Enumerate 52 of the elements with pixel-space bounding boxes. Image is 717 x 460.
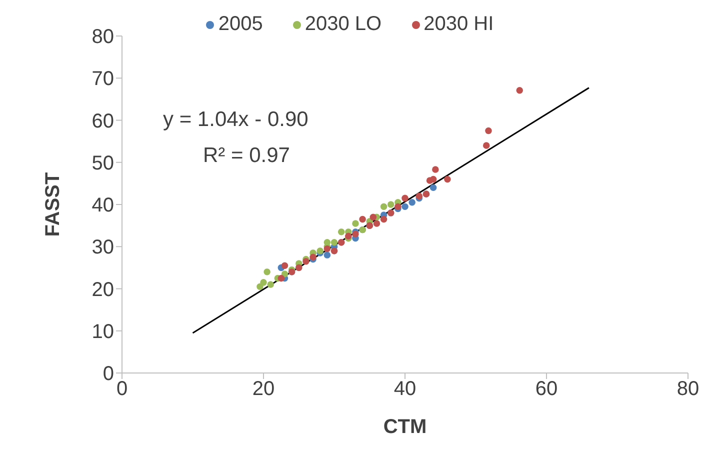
- point: [281, 262, 288, 269]
- point: [380, 216, 388, 223]
- x-tick-label: 40: [394, 378, 416, 400]
- point: [444, 176, 451, 183]
- point: [278, 274, 285, 282]
- point: [430, 184, 437, 192]
- annotation: R² = 0.97: [203, 144, 290, 168]
- y-tick-label: 60: [92, 110, 114, 132]
- legend-label: 2030 LO: [304, 13, 382, 35]
- point: [267, 281, 274, 288]
- point: [394, 203, 402, 210]
- point: [324, 252, 331, 258]
- point: [430, 176, 437, 183]
- point: [345, 232, 352, 240]
- point: [482, 142, 490, 149]
- annotation: y = 1.04x - 0.90: [163, 108, 308, 132]
- y-tick-label: 10: [92, 320, 114, 343]
- point: [316, 247, 324, 254]
- point: [380, 203, 388, 210]
- point: [416, 192, 423, 200]
- point: [373, 220, 380, 227]
- legend-label: 2030 HI: [424, 13, 494, 35]
- legend-label: 2005: [218, 13, 263, 35]
- x-tick-label: 80: [676, 378, 700, 400]
- y-tick-label: 0: [102, 363, 114, 386]
- point: [402, 203, 408, 210]
- y-tick-label: 70: [92, 68, 114, 90]
- point: [516, 86, 523, 94]
- point: [352, 220, 359, 227]
- point: [295, 264, 302, 272]
- point: [387, 201, 394, 208]
- point: [264, 268, 270, 276]
- x-tick-label: 0: [116, 378, 128, 400]
- y-tick-label: 30: [92, 236, 114, 259]
- point: [402, 194, 408, 202]
- point: [370, 214, 377, 221]
- x-axis-title: CTM: [383, 416, 427, 438]
- point: [324, 245, 331, 252]
- y-tick-label: 80: [92, 26, 114, 48]
- point: [338, 228, 345, 236]
- x-tick-label: 20: [252, 378, 275, 400]
- x-tick-label: 60: [535, 378, 558, 400]
- point: [260, 279, 267, 286]
- point: [408, 199, 416, 206]
- y-axis-title: FASST: [42, 172, 64, 237]
- point: [359, 216, 366, 223]
- point: [485, 127, 492, 134]
- point: [432, 166, 439, 173]
- point: [330, 239, 338, 246]
- y-tick-label: 40: [92, 194, 114, 217]
- y-tick-label: 20: [92, 278, 114, 301]
- y-tick-label: 50: [92, 152, 114, 174]
